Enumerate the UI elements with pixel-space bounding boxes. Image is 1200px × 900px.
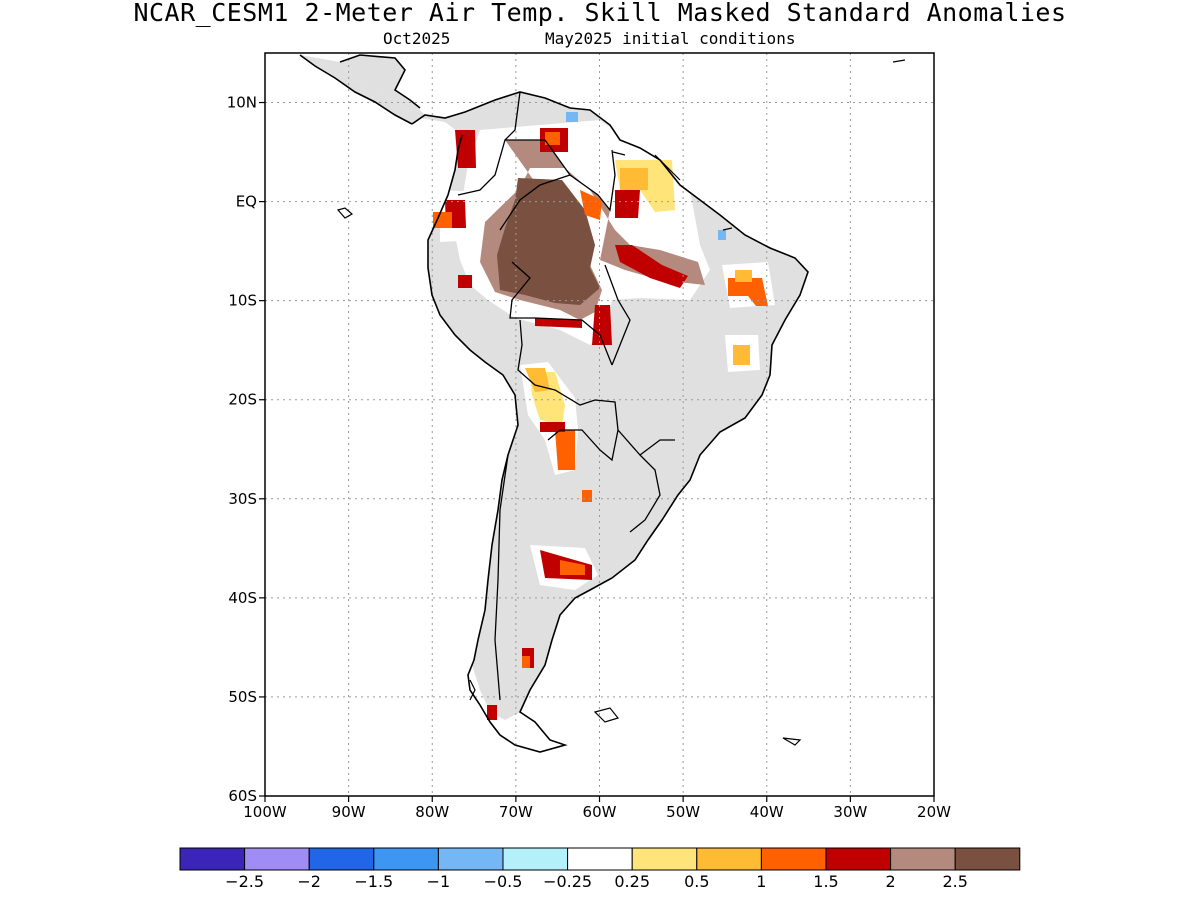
anomaly-chaco-south — [555, 430, 575, 470]
central-america-land — [300, 55, 420, 124]
grid-lines — [265, 53, 934, 796]
colorbar-label: 0.5 — [684, 872, 709, 891]
colorbar-label: 1.5 — [813, 872, 838, 891]
colorbar-swatch — [825, 847, 892, 871]
anomaly-patagonia-orange — [522, 656, 530, 668]
anomaly-cordoba — [582, 490, 592, 502]
lat-tick-label: 30S — [228, 490, 257, 508]
anomaly-bolivia-east — [592, 305, 612, 345]
anomaly-guyana-orange — [620, 168, 648, 190]
colorbar-swatch — [244, 847, 310, 871]
lat-tick-label: 60S — [228, 787, 257, 805]
anomaly-amapa-blue — [718, 230, 726, 240]
lon-tick-label: 70W — [499, 803, 533, 821]
coastline-central-america — [299, 54, 421, 125]
anomaly-chaco-orange — [525, 368, 550, 392]
lat-tick-label: 50S — [228, 688, 257, 706]
colorbar-label: 0.25 — [614, 872, 650, 891]
lon-tick-label: 60W — [583, 803, 617, 821]
anomaly-ecuador-orange — [433, 212, 452, 228]
colorbar-swatch — [179, 847, 246, 871]
colorbar-swatch — [696, 847, 762, 871]
anomaly-venezuela-coast — [566, 112, 578, 122]
colorbar-swatch — [631, 847, 698, 871]
colorbar-swatch — [567, 847, 633, 871]
colorbar-swatch — [308, 847, 375, 871]
colorbar-label: −2 — [297, 872, 321, 891]
country-borders — [457, 91, 675, 701]
coastlines — [299, 54, 906, 753]
anomaly-peru-west — [458, 275, 472, 288]
lat-tick-label: 20S — [228, 391, 257, 409]
map-area — [265, 53, 934, 796]
forecast-month: Oct2025 — [383, 29, 451, 48]
anomaly-guyana-red — [615, 190, 640, 218]
colorbar-label: −1 — [427, 872, 451, 891]
anomaly-bolivia-south-red — [535, 318, 582, 328]
anomaly-chile-south — [487, 705, 497, 720]
anomaly-ne-brazil — [728, 278, 768, 306]
lon-tick-label: 80W — [415, 803, 449, 821]
anomaly-western-amazon-core — [497, 178, 600, 305]
anomaly-venezuela-orange — [545, 132, 560, 145]
colorbar-label: −2.5 — [225, 872, 264, 891]
lon-tick-label: 100W — [243, 803, 287, 821]
colorbar-swatch — [954, 847, 1021, 871]
lon-tick-label: 90W — [332, 803, 366, 821]
anomaly-ne-brazil-yellow — [735, 270, 752, 282]
anomaly-orange-ridge — [580, 190, 602, 220]
colorbar-label: 2.5 — [942, 872, 967, 891]
colorbar-label: −1.5 — [354, 872, 393, 891]
lon-tick-label: 40W — [750, 803, 784, 821]
colorbar-swatch — [437, 847, 504, 871]
anomaly-para-red — [615, 245, 688, 288]
anomaly-pampas-orange — [560, 560, 585, 575]
lon-tick-label: 20W — [917, 803, 951, 821]
colorbar-label: 2 — [886, 872, 896, 891]
anomaly-chaco-south-red — [540, 422, 565, 432]
colorbar-swatch — [890, 847, 956, 871]
colorbar: −2.5 −2 −1.5 −1 −0.5 −0.25 0.25 0.5 1 1.5 2 2.5 — [179, 847, 1021, 891]
chart-title: NCAR_CESM1 2-Meter Air Temp. Skill Maske… — [133, 0, 1067, 27]
colorbar-label: −0.5 — [484, 872, 523, 891]
anomaly-bahia — [733, 345, 750, 365]
coastline-islands — [336, 59, 906, 746]
latitude-axis: 10N EQ 10S 20S 30S 40S 50S 60S — [227, 94, 265, 805]
colorbar-label: 1 — [756, 872, 766, 891]
colorbar-label: −0.25 — [543, 872, 592, 891]
lon-tick-label: 50W — [666, 803, 700, 821]
lat-tick-label: 10S — [228, 292, 257, 310]
colorbar-swatch — [760, 847, 827, 871]
longitude-axis: 100W 90W 80W 70W 60W 50W 40W 30W 20W — [243, 796, 951, 821]
colorbar-swatch — [373, 847, 439, 871]
colorbar-swatch — [502, 847, 569, 871]
lon-tick-label: 30W — [833, 803, 867, 821]
lat-tick-label: 10N — [227, 94, 257, 112]
lat-tick-label: 40S — [228, 589, 257, 607]
lat-tick-label: EQ — [236, 193, 257, 211]
initial-conditions: May2025 initial conditions — [545, 29, 796, 48]
